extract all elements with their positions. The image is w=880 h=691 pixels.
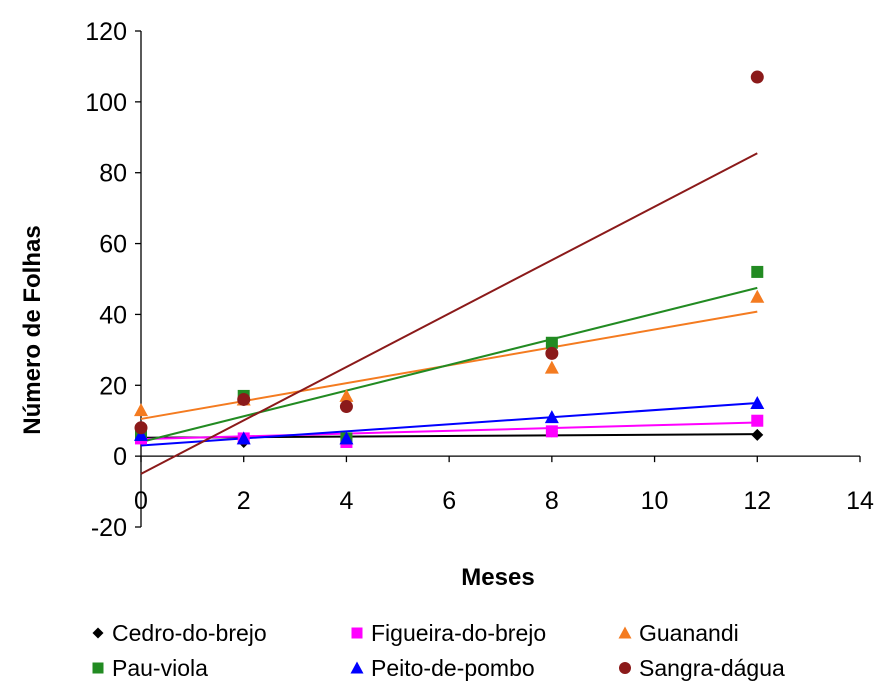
trendline-4: [140, 286, 758, 443]
y-tick-label-7: -20: [91, 514, 127, 542]
x-tick-label-7: 14: [846, 487, 874, 515]
point-series-5-5: [750, 396, 765, 409]
point-series-4-4: [545, 336, 558, 349]
point-series-6-4: [545, 346, 559, 360]
point-series-2-4: [545, 425, 558, 438]
legend-label-1: Cedro-do-brejo: [112, 620, 267, 646]
point-series-4-5: [751, 265, 764, 278]
point-series-5-2: [236, 431, 251, 445]
y-tick-label-6: 0: [113, 443, 127, 471]
legend-marker-5: [350, 661, 364, 674]
legend-marker-2: [351, 627, 363, 639]
y-tick-label-4: 40: [99, 301, 127, 329]
point-series-3-1: [134, 403, 148, 417]
legend-marker-1: [92, 627, 104, 639]
x-tick-label-3: 6: [442, 487, 456, 515]
point-series-5-4: [544, 410, 559, 424]
point-series-6-2: [237, 392, 251, 406]
point-series-3-5: [750, 289, 765, 303]
y-tick-label-5: 20: [99, 372, 127, 400]
legend-marker-4: [92, 662, 104, 674]
x-tick-label-5: 10: [641, 487, 669, 515]
point-series-3-4: [544, 360, 559, 374]
point-series-5-1: [134, 427, 148, 441]
point-series-2-5: [751, 414, 764, 427]
x-tick-label-4: 8: [545, 487, 559, 515]
trendline-6: [140, 152, 758, 475]
legend-label-5: Peito-de-pombo: [371, 655, 535, 681]
x-tick-label-1: 2: [237, 487, 251, 515]
y-tick-label-0: 120: [85, 18, 127, 46]
x-tick-label-2: 4: [339, 487, 353, 515]
y-axis-title: Número de Folhas: [19, 225, 46, 434]
x-axis-title: Meses: [461, 564, 534, 591]
y-tick-label-1: 100: [85, 89, 127, 117]
point-series-5-3: [339, 431, 354, 445]
point-series-6-1: [134, 421, 148, 435]
legend-label-4: Pau-viola: [112, 655, 208, 681]
legend-label-6: Sangra-dágua: [639, 655, 785, 681]
y-tick-label-3: 60: [99, 231, 127, 259]
x-tick-label-6: 12: [743, 487, 771, 515]
legend-label-2: Figueira-do-brejo: [371, 620, 546, 646]
point-series-6-5: [750, 70, 764, 84]
legend-label-3: Guanandi: [639, 620, 739, 646]
legend-marker-3: [618, 626, 632, 639]
point-series-1-5: [751, 428, 764, 441]
legend: Cedro-do-brejo Figueira-do-brejo Guanandi P…: [92, 620, 785, 681]
point-series-3-3: [339, 388, 354, 402]
point-series-6-3: [339, 400, 353, 414]
x-tick-label-0: 0: [134, 487, 148, 515]
y-tick-label-2: 80: [99, 160, 127, 188]
legend-marker-6: [619, 662, 631, 674]
